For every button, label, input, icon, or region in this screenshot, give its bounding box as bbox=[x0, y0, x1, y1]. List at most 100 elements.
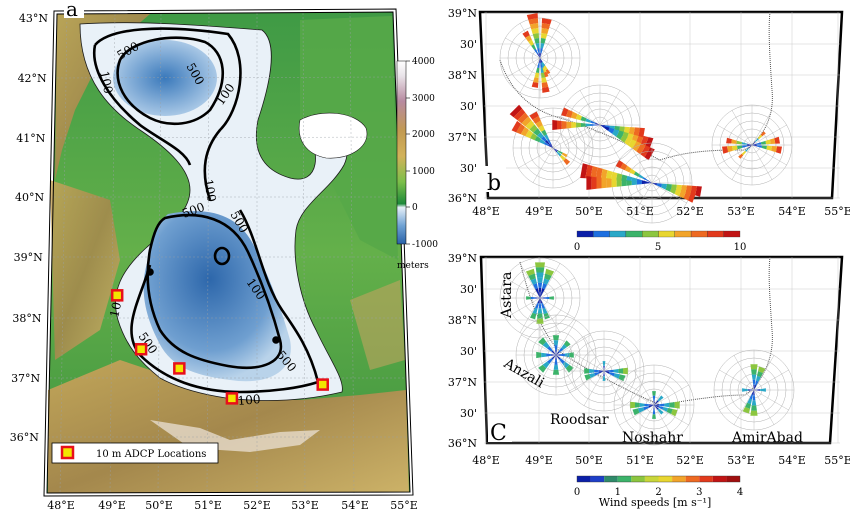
colorbar-tick-label: 10 bbox=[734, 242, 747, 253]
rose-petal bbox=[599, 370, 604, 372]
rose-petal bbox=[562, 361, 570, 369]
colorbar-bin bbox=[644, 476, 659, 482]
rose-petal bbox=[537, 277, 543, 283]
rose-petal bbox=[546, 353, 552, 357]
colorbar-tick-label: 0 bbox=[412, 203, 418, 213]
rose-petal bbox=[551, 350, 556, 355]
panel-a-adcp-markers bbox=[110, 289, 329, 405]
rose-petal bbox=[538, 337, 547, 346]
rose-petal bbox=[601, 177, 607, 189]
rose-petal bbox=[751, 374, 757, 380]
rose-petal bbox=[612, 131, 619, 137]
rose-spoke bbox=[565, 124, 601, 146]
rose-petal bbox=[690, 185, 697, 196]
rose-petal bbox=[669, 402, 675, 408]
rose-petal bbox=[541, 61, 546, 67]
panel-b-letter: b bbox=[487, 171, 501, 196]
rose-petal bbox=[621, 174, 628, 182]
panel-c-colorbar-label: Wind speeds [m s⁻¹] bbox=[599, 496, 712, 509]
rose-petal bbox=[529, 23, 539, 30]
rose-petal bbox=[761, 145, 767, 150]
lat-label: 38°N bbox=[448, 69, 477, 82]
panel-b-map: b 39°N 30' 38°N 30' 37°N 30' 36°N 48°E 49°E 50°E… bbox=[448, 7, 850, 224]
panel-c-letter: C bbox=[490, 421, 507, 446]
rose-petal bbox=[535, 288, 539, 294]
rose-petal bbox=[621, 179, 627, 187]
rose-spoke bbox=[519, 57, 541, 93]
rose-petal bbox=[760, 131, 766, 137]
rose-petal bbox=[754, 138, 759, 143]
rose-petal bbox=[657, 408, 664, 415]
rose-petal bbox=[631, 177, 638, 182]
lon-label: 53°E bbox=[727, 454, 755, 467]
rose-petal bbox=[652, 409, 656, 415]
rose-petal bbox=[540, 297, 545, 299]
rose-petal bbox=[580, 163, 588, 179]
rose-petal bbox=[541, 129, 547, 136]
rose-petal bbox=[542, 341, 550, 349]
colorbar-tick-label: 2 bbox=[655, 487, 661, 498]
wind-rose bbox=[509, 104, 594, 189]
rose-spoke bbox=[731, 110, 753, 146]
rose-petal bbox=[624, 126, 630, 134]
rose-petal bbox=[539, 292, 541, 298]
rose-petal bbox=[722, 146, 729, 154]
rose-petal bbox=[584, 368, 590, 374]
rose-petal bbox=[531, 44, 536, 50]
rose-petal bbox=[516, 123, 525, 135]
colorbar-bin bbox=[625, 230, 643, 238]
rose-petal bbox=[538, 364, 547, 373]
rose-petal bbox=[590, 124, 596, 126]
rose-petal bbox=[755, 380, 759, 386]
adcp-marker bbox=[110, 289, 124, 302]
rose-petal bbox=[754, 385, 757, 390]
panel-c-letter-box bbox=[488, 418, 512, 442]
rose-petal bbox=[543, 278, 550, 285]
lon-label: 53°E bbox=[727, 205, 755, 218]
rose-petal bbox=[633, 127, 640, 136]
rose-petal bbox=[742, 388, 749, 392]
rose-petal bbox=[533, 128, 541, 136]
rose-petal bbox=[552, 369, 560, 375]
rose-petal bbox=[541, 352, 547, 358]
panel-a-kopet-dag bbox=[350, 280, 405, 370]
rose-petal bbox=[584, 374, 591, 381]
rose-petal bbox=[542, 283, 547, 290]
rose-spoke bbox=[753, 389, 775, 425]
lon-label: 48°E bbox=[472, 454, 500, 467]
rose-spoke bbox=[505, 57, 541, 79]
rose-spoke bbox=[539, 297, 575, 319]
rose-spoke bbox=[733, 355, 755, 391]
rose-petal bbox=[589, 368, 595, 374]
rose-spoke bbox=[535, 354, 557, 390]
rose-petal bbox=[752, 143, 757, 145]
panel-c-coastline bbox=[519, 256, 773, 406]
rose-petal bbox=[751, 390, 754, 395]
rose-petal bbox=[537, 132, 544, 139]
adcp-marker bbox=[225, 392, 239, 405]
rose-petal bbox=[613, 369, 619, 373]
lat-label: 37°N bbox=[11, 372, 40, 385]
rose-petal bbox=[769, 138, 776, 144]
rose-petal bbox=[585, 123, 591, 127]
rose-petal bbox=[600, 125, 605, 128]
rose-petal bbox=[619, 126, 625, 132]
rose-spoke bbox=[753, 355, 775, 391]
rose-petal bbox=[738, 153, 744, 159]
rose-petal bbox=[736, 140, 742, 145]
rose-spoke bbox=[751, 124, 787, 146]
rose-petal bbox=[541, 28, 549, 35]
rose-petal bbox=[640, 145, 651, 158]
lon-label: 55°E bbox=[390, 499, 418, 512]
rose-petal bbox=[566, 121, 572, 129]
rose-spoke bbox=[519, 263, 541, 299]
rose-petal bbox=[731, 139, 737, 144]
rose-petal bbox=[535, 43, 540, 49]
rose-petal bbox=[534, 38, 540, 44]
lon-label: 51°E bbox=[194, 499, 222, 512]
rose-petal bbox=[536, 318, 544, 324]
rose-petal bbox=[652, 414, 656, 419]
rose-spoke bbox=[751, 144, 787, 166]
rose-spoke bbox=[599, 90, 621, 126]
lat-label: 36°N bbox=[10, 431, 39, 444]
